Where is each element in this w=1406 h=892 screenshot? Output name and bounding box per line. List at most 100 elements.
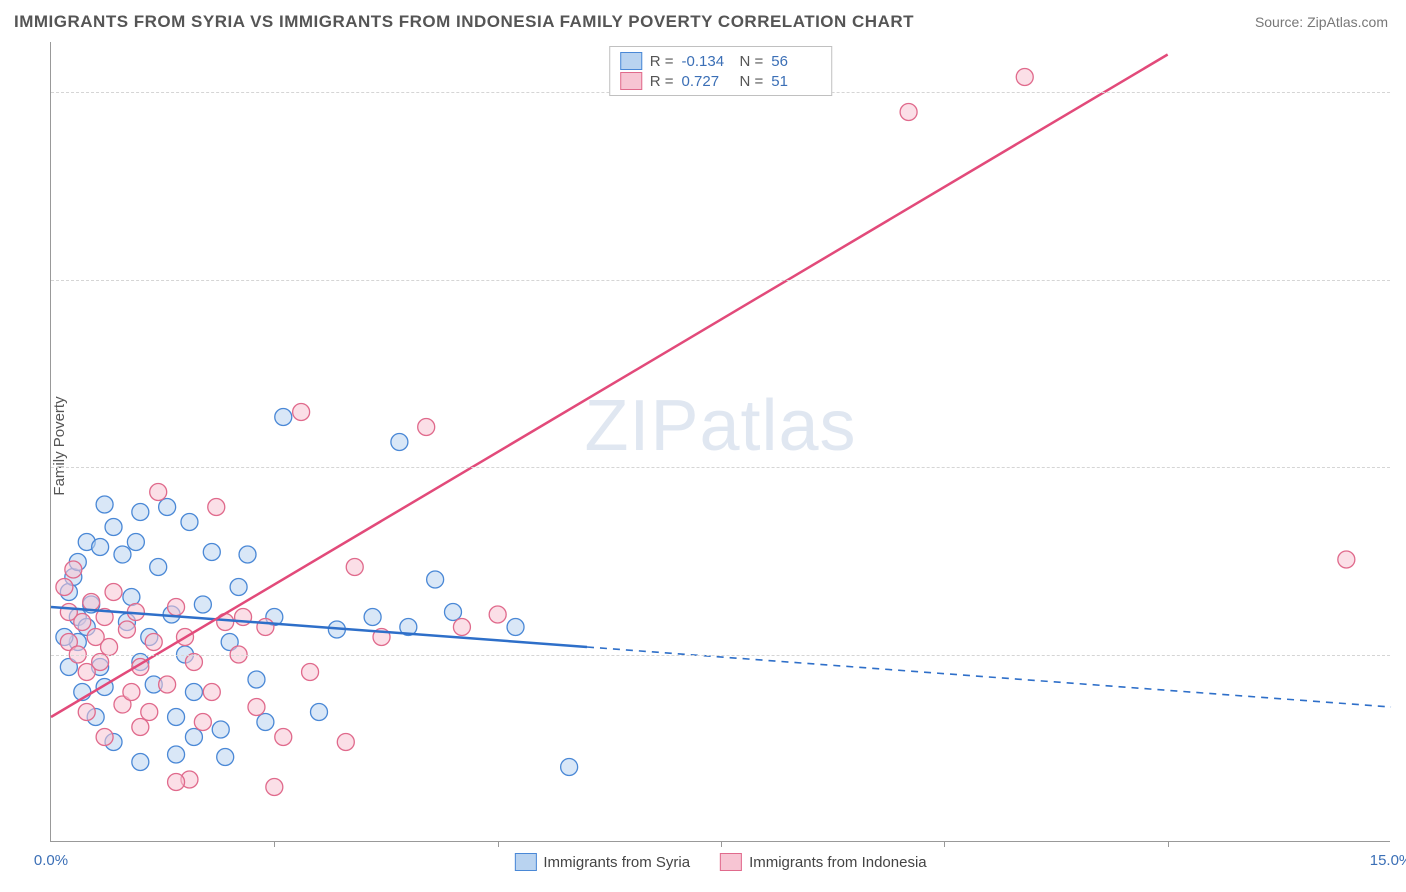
scatter-point — [56, 579, 73, 596]
scatter-point — [145, 634, 162, 651]
scatter-point — [123, 589, 140, 606]
trend-line-dashed — [587, 647, 1391, 707]
scatter-point — [346, 559, 363, 576]
scatter-point — [114, 546, 131, 563]
scatter-point — [132, 504, 149, 521]
scatter-point — [217, 749, 234, 766]
scatter-point — [203, 684, 220, 701]
scatter-point — [212, 721, 229, 738]
stats-row-indonesia: R = 0.727 N = 51 — [620, 71, 822, 91]
scatter-point — [427, 571, 444, 588]
scatter-point — [275, 729, 292, 746]
swatch-indonesia — [620, 72, 642, 90]
scatter-point — [391, 434, 408, 451]
r-value-indonesia: 0.727 — [682, 73, 732, 90]
scatter-point — [230, 579, 247, 596]
plot-svg — [51, 42, 1390, 841]
scatter-point — [132, 719, 149, 736]
source-label: Source: ZipAtlas.com — [1255, 14, 1388, 30]
scatter-point — [418, 419, 435, 436]
scatter-point — [275, 409, 292, 426]
x-tick-minor — [1168, 841, 1169, 847]
scatter-point — [168, 709, 185, 726]
x-tick-minor — [721, 841, 722, 847]
scatter-point — [248, 671, 265, 688]
y-tick-label: 30.0% — [1397, 84, 1406, 101]
scatter-point — [132, 754, 149, 771]
gridline-h — [51, 280, 1390, 281]
scatter-point — [185, 684, 202, 701]
scatter-point — [83, 594, 100, 611]
x-tick-label: 15.0% — [1370, 852, 1406, 869]
scatter-point — [168, 774, 185, 791]
scatter-point — [194, 596, 211, 613]
scatter-point — [445, 604, 462, 621]
scatter-point — [141, 704, 158, 721]
n-value-syria: 56 — [771, 53, 821, 70]
legend-item-syria: Immigrants from Syria — [514, 853, 690, 871]
plot-area: ZIPatlas R = -0.134 N = 56 R = 0.727 N =… — [50, 42, 1390, 842]
scatter-point — [900, 104, 917, 121]
scatter-point — [266, 779, 283, 796]
scatter-point — [257, 619, 274, 636]
stats-legend: R = -0.134 N = 56 R = 0.727 N = 51 — [609, 46, 833, 96]
y-tick-label: 22.5% — [1397, 271, 1406, 288]
n-label: N = — [740, 73, 764, 90]
scatter-point — [150, 559, 167, 576]
scatter-point — [123, 684, 140, 701]
swatch-syria-icon — [514, 853, 536, 871]
x-tick-minor — [498, 841, 499, 847]
scatter-point — [168, 746, 185, 763]
y-tick-label: 7.5% — [1397, 646, 1406, 663]
scatter-point — [302, 664, 319, 681]
y-tick-label: 15.0% — [1397, 459, 1406, 476]
r-label: R = — [650, 53, 674, 70]
x-tick-label: 0.0% — [34, 852, 68, 869]
scatter-point — [65, 561, 82, 578]
x-tick-minor — [274, 841, 275, 847]
scatter-point — [159, 676, 176, 693]
trend-line — [51, 55, 1168, 718]
scatter-point — [203, 544, 220, 561]
stats-row-syria: R = -0.134 N = 56 — [620, 51, 822, 71]
scatter-point — [105, 584, 122, 601]
x-tick-minor — [944, 841, 945, 847]
legend-item-indonesia: Immigrants from Indonesia — [720, 853, 927, 871]
scatter-point — [96, 729, 113, 746]
scatter-point — [337, 734, 354, 751]
scatter-point — [92, 654, 109, 671]
scatter-point — [489, 606, 506, 623]
series-legend: Immigrants from Syria Immigrants from In… — [506, 853, 934, 871]
scatter-point — [96, 496, 113, 513]
gridline-h — [51, 655, 1390, 656]
scatter-point — [311, 704, 328, 721]
scatter-point — [127, 534, 144, 551]
swatch-syria — [620, 52, 642, 70]
scatter-point — [1016, 69, 1033, 86]
scatter-point — [208, 499, 225, 516]
scatter-point — [561, 759, 578, 776]
scatter-point — [194, 714, 211, 731]
r-label: R = — [650, 73, 674, 90]
scatter-point — [168, 599, 185, 616]
scatter-point — [181, 514, 198, 531]
scatter-point — [159, 499, 176, 516]
scatter-point — [239, 546, 256, 563]
scatter-point — [185, 729, 202, 746]
legend-label-indonesia: Immigrants from Indonesia — [749, 854, 927, 871]
scatter-point — [507, 619, 524, 636]
r-value-syria: -0.134 — [682, 53, 732, 70]
scatter-point — [74, 614, 91, 631]
n-label: N = — [740, 53, 764, 70]
scatter-point — [293, 404, 310, 421]
scatter-point — [364, 609, 381, 626]
scatter-point — [453, 619, 470, 636]
scatter-point — [257, 714, 274, 731]
scatter-point — [101, 639, 118, 656]
chart-title: IMMIGRANTS FROM SYRIA VS IMMIGRANTS FROM… — [14, 12, 914, 32]
scatter-point — [118, 621, 135, 638]
scatter-point — [150, 484, 167, 501]
scatter-point — [78, 704, 95, 721]
scatter-point — [1338, 551, 1355, 568]
scatter-point — [185, 654, 202, 671]
